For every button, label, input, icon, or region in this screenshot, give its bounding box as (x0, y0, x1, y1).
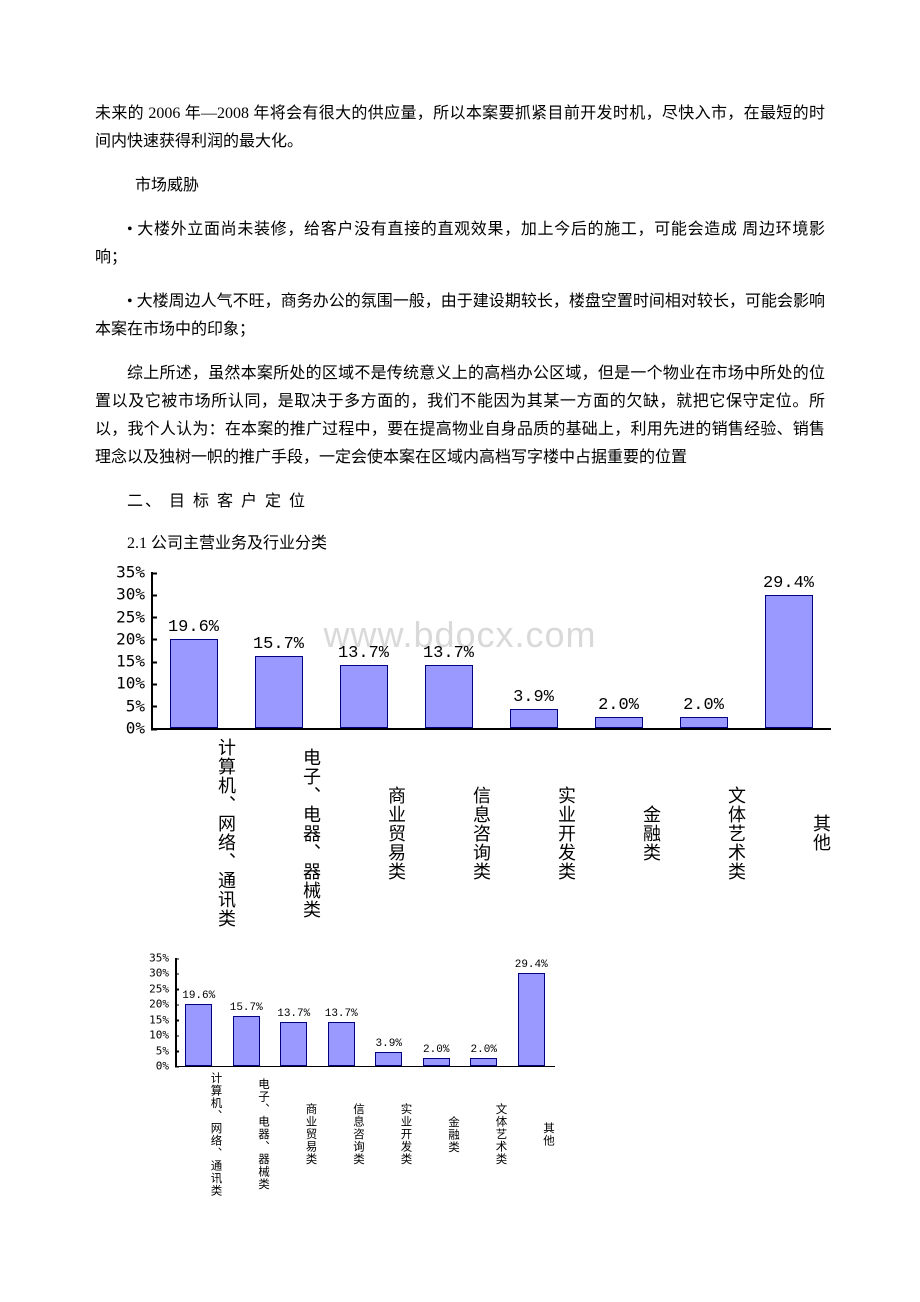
bar-wrap: 29.4% (746, 574, 831, 728)
x-axis-label: 其他 (508, 1072, 556, 1197)
bar-value-label: 29.4% (515, 959, 548, 971)
bar-wrap: 29.4% (508, 959, 556, 1066)
y-tick-label: 15% (116, 652, 151, 671)
bar-wrap: 15.7% (223, 1002, 271, 1066)
bar (470, 1058, 497, 1066)
bar-wrap: 2.0% (460, 1044, 508, 1066)
chart-plot-area: 19.6%15.7%13.7%13.7%3.9%2.0%2.0%29.4% 35… (151, 572, 831, 730)
bar-wrap: 13.7% (270, 1008, 318, 1066)
bar-wrap: 13.7% (321, 644, 406, 728)
y-tick-label: 5% (156, 1044, 175, 1057)
x-labels-container-small: 计算机、网络、通讯类电子、电器、器械类商业贸易类信息咨询类实业开发类金融类文体艺… (175, 1072, 555, 1197)
x-axis-label: 电子、电器、器械类 (236, 738, 321, 928)
bars-container-small: 19.6% 15.7% 13.7% 13.7% 3.9% 2.0% 2.0% 29.4% (175, 958, 555, 1066)
paragraph-threat-2: • 大楼周边人气不旺，商务办公的氛围一般，由于建设期较长，楼盘空置时间相对较长，… (95, 288, 825, 344)
bar-wrap: 3.9% (365, 1038, 413, 1066)
x-axis-label: 其他 (746, 738, 831, 928)
x-axis-label: 信息咨询类 (406, 738, 491, 928)
bar-wrap: 2.0% (576, 696, 661, 728)
bar (680, 717, 728, 728)
bar-value-label: 29.4% (763, 574, 814, 593)
bar-value-label: 2.0% (471, 1044, 497, 1056)
bar-wrap: 15.7% (236, 635, 321, 728)
bar-value-label: 13.7% (338, 644, 389, 663)
bar (510, 709, 558, 728)
bar-value-label: 19.6% (168, 618, 219, 637)
x-axis-label: 信息咨询类 (318, 1072, 366, 1197)
sub-heading-2-1: 2.1 公司主营业务及行业分类 (95, 530, 825, 558)
x-axis-label: 商业贸易类 (270, 1072, 318, 1197)
x-axis-label: 实业开发类 (365, 1072, 413, 1197)
bar (185, 1004, 212, 1066)
x-axis-label: 计算机、网络、通讯类 (175, 1072, 223, 1197)
bar-value-label: 13.7% (423, 644, 474, 663)
paragraph-1: 未来的 2006 年—2008 年将会有很大的供应量，所以本案要抓紧目前开发时机… (95, 100, 825, 156)
y-tick-label: 35% (116, 563, 151, 582)
bar (340, 665, 388, 728)
y-tick-label: 0% (156, 1060, 175, 1073)
y-tick-label: 15% (149, 1013, 175, 1026)
paragraph-threat-heading: 市场威胁 (95, 172, 825, 200)
industry-chart-small: 19.6%15.7%13.7%13.7%3.9%2.0%2.0%29.4% 35… (135, 958, 825, 1197)
bar-wrap: 2.0% (661, 696, 746, 728)
bar (328, 1022, 355, 1066)
y-tick-label: 5% (126, 696, 151, 715)
bar-wrap: 2.0% (413, 1044, 461, 1066)
y-tick-label: 35% (149, 952, 175, 965)
x-axis-label: 文体艺术类 (661, 738, 746, 928)
x-axis-label: 金融类 (413, 1072, 461, 1197)
paragraph-threat-1: • 大楼外立面尚未装修，给客户没有直接的直观效果，加上今后的施工，可能会造成 周… (95, 216, 825, 272)
bar (595, 717, 643, 728)
bar-value-label: 15.7% (230, 1002, 263, 1014)
bar (423, 1058, 450, 1066)
bar (233, 1016, 260, 1066)
section-heading-2: 二、 目 标 客 户 定 位 (95, 488, 825, 516)
bar (375, 1052, 402, 1066)
bar-value-label: 3.9% (513, 688, 554, 707)
y-tick-label: 10% (149, 1029, 175, 1042)
x-axis-label: 实业开发类 (491, 738, 576, 928)
chart-plot-area-small: 19.6%15.7%13.7%13.7%3.9%2.0%2.0%29.4% 35… (175, 958, 555, 1067)
x-axis-label: 电子、电器、器械类 (223, 1072, 271, 1197)
bar-wrap: 3.9% (491, 688, 576, 728)
y-tick-label: 20% (149, 998, 175, 1011)
x-axis-label: 文体艺术类 (460, 1072, 508, 1197)
bar-wrap: 13.7% (406, 644, 491, 728)
bar (280, 1022, 307, 1066)
x-axis-label: 计算机、网络、通讯类 (151, 738, 236, 928)
paragraph-summary: 综上所述，虽然本案所处的区域不是传统意义上的高档办公区域，但是一个物业在市场中所… (95, 360, 825, 472)
bar-value-label: 3.9% (376, 1038, 402, 1050)
bar-value-label: 2.0% (683, 696, 724, 715)
y-tick-label: 0% (126, 719, 151, 738)
y-tick-label: 30% (149, 967, 175, 980)
y-tick-label: 25% (149, 982, 175, 995)
bar (425, 665, 473, 728)
bar (765, 595, 813, 728)
bars-container: 19.6% 15.7% 13.7% 13.7% 3.9% 2.0% 2.0% 29.4% (151, 572, 831, 728)
y-tick-label: 25% (116, 607, 151, 626)
bar-wrap: 19.6% (175, 990, 223, 1066)
bar-wrap: 13.7% (318, 1008, 366, 1066)
bar (518, 973, 545, 1066)
bar (170, 639, 218, 728)
y-tick-label: 10% (116, 674, 151, 693)
bar-value-label: 19.6% (182, 990, 215, 1002)
x-labels-container: 计算机、网络、通讯类电子、电器、器械类商业贸易类信息咨询类实业开发类金融类文体艺… (151, 738, 831, 928)
bar-value-label: 2.0% (423, 1044, 449, 1056)
bar-value-label: 13.7% (277, 1008, 310, 1020)
y-tick-label: 30% (116, 585, 151, 604)
industry-chart-large: 19.6%15.7%13.7%13.7%3.9%2.0%2.0%29.4% 35… (95, 572, 825, 928)
bar-value-label: 15.7% (253, 635, 304, 654)
y-tick-label: 20% (116, 629, 151, 648)
x-axis-label: 金融类 (576, 738, 661, 928)
x-axis-label: 商业贸易类 (321, 738, 406, 928)
bar (255, 656, 303, 728)
bar-wrap: 19.6% (151, 618, 236, 728)
bar-value-label: 13.7% (325, 1008, 358, 1020)
bar-value-label: 2.0% (598, 696, 639, 715)
